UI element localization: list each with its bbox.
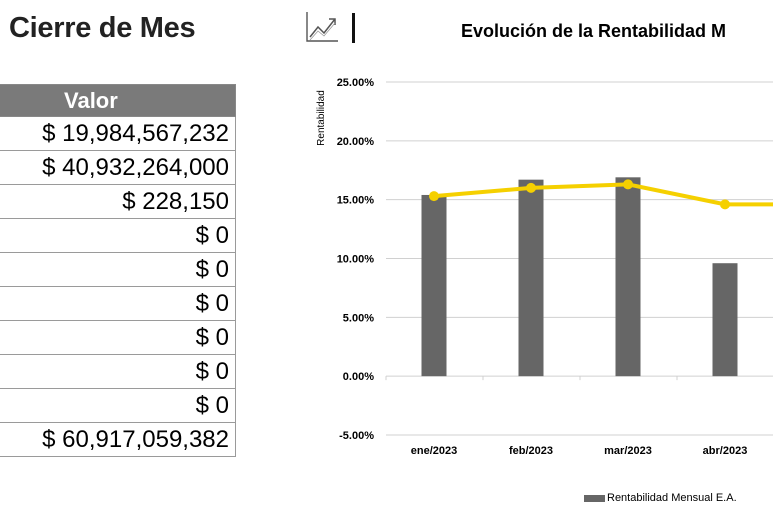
table-row: $ 0 — [0, 286, 236, 321]
value-cell: $ 0 — [0, 354, 236, 389]
y-tick-label: 5.00% — [343, 312, 374, 324]
bar — [518, 179, 544, 377]
table-row: $ 0 — [0, 218, 236, 253]
table-row: $ 228,150 — [0, 184, 236, 219]
value-cell: $ 0 — [0, 320, 236, 355]
y-tick-label: 15.00% — [337, 195, 375, 207]
y-axis-label: Rentabilidad — [316, 90, 327, 146]
table-row: $ 40,932,264,000 — [0, 150, 236, 185]
legend-label: Rentabilidad Mensual E.A. — [607, 492, 737, 504]
chart-title: Evolución de la Rentabilidad M — [461, 21, 727, 41]
value-cell: $ 60,917,059,382 — [0, 422, 236, 457]
value-cell: $ 0 — [0, 218, 236, 253]
column-header-valor: Valor — [0, 84, 236, 117]
table-row: $ 0 — [0, 354, 236, 389]
line-point — [429, 191, 439, 202]
y-tick-label: 25.00% — [337, 77, 375, 89]
value-cell: $ 0 — [0, 388, 236, 423]
line-point — [720, 199, 730, 210]
page-title: Cierre de Mes — [9, 12, 196, 44]
table-row: $ 0 — [0, 320, 236, 355]
value-cell: $ 228,150 — [0, 184, 236, 219]
x-tick-label: feb/2023 — [509, 445, 553, 457]
line-point — [526, 182, 536, 193]
value-cell: $ 40,932,264,000 — [0, 150, 236, 185]
bar — [712, 263, 738, 377]
line-chart-icon — [306, 12, 338, 42]
value-cell: $ 0 — [0, 286, 236, 321]
value-cell: $ 19,984,567,232 — [0, 116, 236, 151]
table-row: $ 0 — [0, 388, 236, 423]
bar — [615, 177, 641, 377]
legend-swatch — [584, 494, 605, 502]
y-tick-label: 20.00% — [337, 136, 375, 148]
x-tick-label: abr/2023 — [703, 445, 748, 457]
x-tick-label: mar/2023 — [604, 445, 652, 457]
values-table: Valor $ 19,984,567,232 $ 40,932,264,000 … — [0, 84, 236, 457]
y-tick-label: 10.00% — [337, 254, 375, 266]
x-tick-label: ene/2023 — [411, 445, 457, 457]
line-point — [623, 179, 633, 190]
y-tick-label: -5.00% — [339, 430, 374, 442]
table-row: $ 60,917,059,382 — [0, 422, 236, 457]
table-row: $ 19,984,567,232 — [0, 116, 236, 151]
separator-bar — [352, 13, 355, 43]
value-cell: $ 0 — [0, 252, 236, 287]
legend: Rentabilidad Mensual E.A. — [584, 492, 737, 504]
y-tick-label: 0.00% — [343, 371, 374, 383]
table-row: $ 0 — [0, 252, 236, 287]
bar — [421, 194, 447, 377]
